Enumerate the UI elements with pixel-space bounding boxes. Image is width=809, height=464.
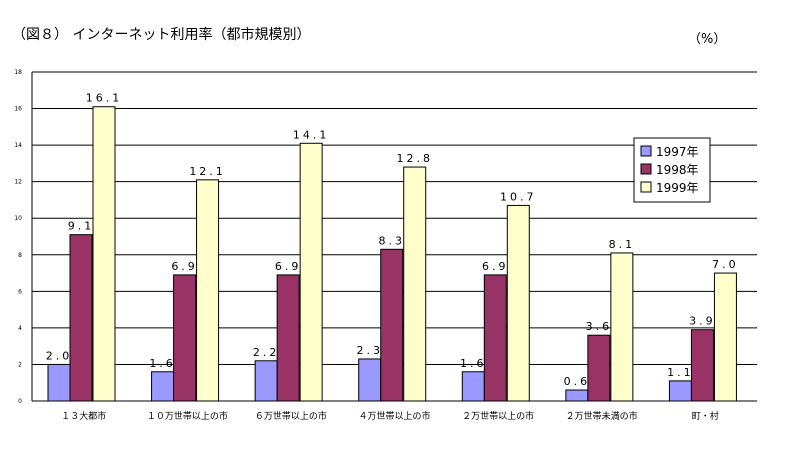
bar (276, 274, 300, 402)
data-label: 12.1 (189, 165, 226, 178)
y-tick-label: 8 (18, 252, 22, 259)
bar (587, 334, 611, 402)
category-label: １０万世帯以上の市 (147, 410, 228, 422)
y-tick-label: 6 (18, 288, 22, 295)
y-tick-label: 14 (14, 142, 22, 149)
y-tick-label: 0 (18, 398, 22, 405)
data-label: 16.1 (86, 92, 123, 105)
bar (713, 272, 737, 402)
bar (69, 234, 93, 402)
category-label: １３大都市 (61, 410, 106, 422)
data-label: 8.3 (378, 234, 405, 247)
y-tick-label: 18 (14, 69, 22, 76)
legend-swatch (640, 145, 652, 157)
data-label: 8.1 (609, 238, 636, 251)
data-label: 3.9 (689, 315, 716, 328)
data-label: 10.7 (500, 190, 537, 203)
data-label: 9.1 (68, 220, 95, 233)
legend-swatch (640, 163, 652, 175)
legend-label: 1999年 (656, 181, 699, 195)
bar (254, 360, 278, 402)
bar (690, 329, 714, 402)
legend-label: 1998年 (656, 163, 699, 177)
data-label: 2.0 (46, 349, 73, 362)
data-label: 6.9 (482, 260, 509, 273)
y-tick-label: 10 (14, 215, 22, 222)
category-label: 町・村 (692, 410, 719, 422)
category-label: ２万世帯以上の市 (462, 410, 534, 422)
bar (151, 371, 175, 402)
bar (173, 274, 197, 402)
bar (668, 380, 692, 402)
data-label: 0.6 (564, 375, 591, 388)
y-tick-label: 2 (18, 361, 22, 368)
bar (299, 142, 323, 402)
y-tick-label: 16 (14, 106, 22, 113)
bar (483, 274, 507, 402)
bar (196, 179, 220, 402)
unit-label: （%） (688, 32, 727, 47)
data-label: 3.6 (586, 320, 613, 333)
bar (47, 363, 71, 402)
data-label: 2.3 (356, 344, 383, 357)
y-tick-label: 12 (14, 179, 22, 186)
data-label: 2.2 (253, 346, 280, 359)
data-label: 6.9 (171, 260, 198, 273)
data-label: 1.1 (667, 366, 694, 379)
category-label: ２万世帯未満の市 (566, 410, 638, 422)
chart-title: （図８） インターネット利用率（都市規模別） (12, 27, 311, 43)
bar (403, 166, 427, 402)
y-tick-label: 4 (18, 325, 22, 332)
data-label: 7.0 (712, 258, 739, 271)
bar (358, 358, 382, 402)
data-label: 1.6 (460, 357, 487, 370)
legend-swatch (640, 181, 652, 193)
data-label: 6.9 (275, 260, 302, 273)
bar (380, 248, 404, 402)
data-label: 1.6 (149, 357, 176, 370)
bar (610, 252, 634, 402)
bar (506, 204, 530, 402)
data-label: 12.8 (396, 152, 433, 165)
bar (461, 371, 485, 402)
category-label: ６万世帯以上の市 (255, 410, 327, 422)
data-label: 14.1 (293, 128, 330, 141)
bar (565, 389, 589, 402)
category-label: ４万世帯以上の市 (358, 410, 430, 422)
bar (92, 106, 116, 402)
legend-label: 1997年 (656, 145, 699, 159)
